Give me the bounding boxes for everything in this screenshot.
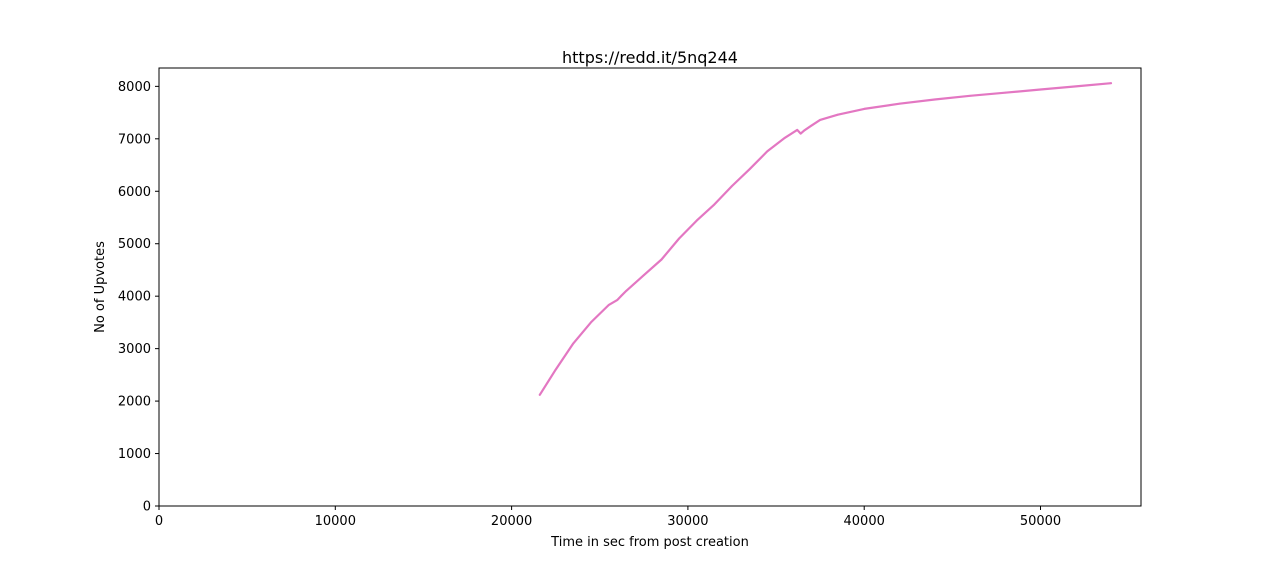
data-point xyxy=(836,113,839,116)
data-point xyxy=(898,102,901,105)
x-tick-label: 40000 xyxy=(844,514,885,529)
y-axis-label: No of Upvotes xyxy=(93,241,108,333)
x-axis-label: Time in sec from post creation xyxy=(550,535,749,550)
data-point xyxy=(625,290,628,292)
data-point xyxy=(819,119,821,121)
data-point xyxy=(620,295,622,298)
y-tick-label: 1000 xyxy=(118,447,151,462)
data-point xyxy=(616,299,619,301)
data-point xyxy=(799,132,802,135)
data-point xyxy=(1004,91,1007,94)
data-point xyxy=(796,129,799,131)
y-tick-label: 8000 xyxy=(118,80,151,95)
y-tick-label: 7000 xyxy=(118,132,151,147)
y-tick-label: 0 xyxy=(143,500,151,515)
data-point xyxy=(810,124,813,127)
data-point xyxy=(572,342,575,345)
data-point xyxy=(1039,88,1042,91)
x-tick-label: 10000 xyxy=(315,514,356,529)
chart-title: https://redd.it/5nq244 xyxy=(562,48,738,67)
data-point xyxy=(554,368,557,371)
y-tick-label: 5000 xyxy=(118,237,151,252)
data-point xyxy=(969,94,971,97)
x-tick-label: 0 xyxy=(155,514,163,529)
data-point xyxy=(748,168,751,171)
y-tick-label: 2000 xyxy=(118,395,151,410)
data-point xyxy=(784,136,786,139)
data-point xyxy=(933,98,936,101)
data-point xyxy=(1074,85,1077,88)
data-point xyxy=(678,237,680,240)
axis-ticks: 0 10000 20000 30000 40000 50000 0 1000 2000 3000 4… xyxy=(118,80,1061,529)
data-point xyxy=(803,129,806,132)
x-tick-label: 20000 xyxy=(491,514,532,529)
data-point xyxy=(660,258,663,261)
data-point xyxy=(766,150,769,153)
data-point xyxy=(590,321,592,324)
x-tick-label: 30000 xyxy=(667,514,708,529)
y-tick-label: 3000 xyxy=(118,342,151,357)
data-point xyxy=(695,219,698,222)
data-point xyxy=(863,108,866,110)
data-point xyxy=(642,274,645,277)
plot-area xyxy=(538,82,1113,396)
data-point xyxy=(607,304,610,306)
data-point xyxy=(731,185,733,187)
data-point xyxy=(538,393,541,396)
data-point xyxy=(713,203,716,206)
y-tick-label: 4000 xyxy=(118,290,151,305)
data-point xyxy=(634,282,636,284)
y-tick-label: 6000 xyxy=(118,185,151,200)
x-tick-label: 50000 xyxy=(1020,514,1061,529)
data-point xyxy=(1110,82,1112,85)
axes-frame xyxy=(158,67,1142,507)
